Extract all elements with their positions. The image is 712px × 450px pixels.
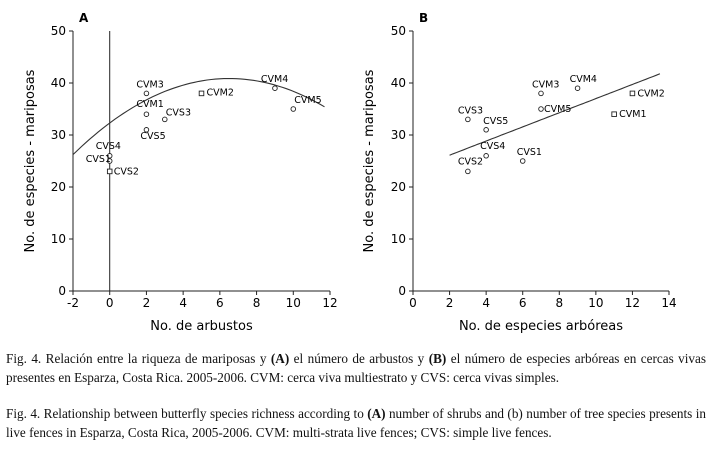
x-tick-label: -2	[67, 296, 79, 310]
data-point-circle	[162, 116, 168, 123]
data-point-circle	[143, 127, 150, 133]
data-point-label: CVS4	[96, 141, 121, 152]
y-tick-label: 40	[391, 76, 406, 90]
data-point-square	[106, 168, 113, 175]
data-point-label: CVM3	[532, 79, 559, 90]
y-tick-label: 20	[391, 180, 406, 194]
x-axis-label: No. de especies arbóreas	[459, 319, 623, 334]
y-tick-label: 30	[51, 128, 66, 142]
x-tick-label: 14	[661, 296, 676, 310]
data-point-square	[629, 90, 636, 97]
y-tick-label: 40	[51, 76, 66, 90]
caption-es-part2: el número de arbustos y	[289, 351, 429, 366]
x-tick-label: 12	[322, 296, 337, 310]
x-tick-label: 12	[625, 296, 640, 310]
data-point-label: CVM2	[637, 88, 664, 99]
x-axis-label: No. de arbustos	[150, 319, 253, 334]
data-point-circle	[106, 153, 113, 159]
y-tick-label: 0	[58, 284, 66, 298]
data-point-label: CVM2	[207, 87, 234, 98]
data-point-label: CVS2	[114, 166, 139, 177]
y-tick-label: 10	[51, 232, 66, 246]
y-tick-label: 0	[398, 284, 406, 298]
data-point-square	[611, 111, 617, 117]
x-tick-label: 2	[446, 296, 454, 310]
x-tick-label: 10	[286, 296, 301, 310]
data-point-circle	[465, 168, 471, 175]
x-tick-label: 8	[253, 296, 261, 310]
data-point-label: CVS3	[458, 105, 483, 116]
data-point-label: CVM5	[544, 104, 571, 115]
x-tick-label: 4	[482, 296, 490, 310]
data-point-square	[198, 90, 205, 97]
data-point-circle	[538, 90, 544, 97]
caption-en-part1: Fig. 4. Relationship between butterfly s…	[6, 406, 368, 421]
data-point-label: CVM3	[136, 79, 163, 90]
data-point-label: CVS2	[458, 156, 483, 167]
trend-line	[72, 77, 325, 155]
y-axis-label: No. de especies - mariposas	[23, 69, 38, 252]
caption-en-part2: number of shrubs and (b) number of tree …	[6, 406, 706, 440]
caption-es-part1: Fig. 4. Relación entre la riqueza de mar…	[6, 351, 271, 366]
data-point-label: CVS5	[483, 116, 508, 127]
x-tick-label: 10	[588, 296, 603, 310]
data-point-label: CVS1	[86, 154, 111, 165]
data-point-label: CVS1	[517, 147, 542, 158]
x-tick-label: 2	[143, 296, 151, 310]
y-tick-label: 50	[51, 24, 66, 38]
caption-en-bold-a: (A)	[367, 406, 386, 421]
caption-es-bold-b: (B)	[428, 351, 447, 366]
x-tick-label: 6	[216, 296, 224, 310]
data-point-circle	[483, 127, 489, 133]
trend-line	[449, 73, 661, 156]
caption-english: Fig. 4. Relationship between butterfly s…	[6, 405, 706, 442]
data-point-label: CVS3	[166, 107, 191, 118]
data-point-label: CVM1	[619, 109, 646, 120]
data-point-circle	[465, 116, 471, 123]
data-point-circle	[519, 158, 526, 164]
data-point-label: CVM1	[136, 99, 163, 110]
y-axis-label: No. de especies - mariposas	[362, 69, 377, 252]
x-tick-label: 0	[409, 296, 417, 310]
y-tick-label: 50	[391, 24, 406, 38]
y-tick-label: 20	[51, 180, 66, 194]
caption-es-bold-a: (A)	[270, 351, 290, 366]
y-tick-label: 30	[391, 128, 406, 142]
data-point-circle	[143, 111, 150, 117]
data-point-circle	[143, 90, 150, 97]
data-point-circle	[106, 158, 113, 164]
y-tick-label: 10	[391, 232, 406, 246]
x-tick-label: 8	[555, 296, 563, 310]
caption-es-part3: el número de especies arbóreas en cercas…	[6, 351, 707, 385]
data-point-label: CVS5	[140, 131, 165, 142]
panel-letter: A	[79, 11, 89, 25]
data-point-circle	[483, 153, 489, 159]
data-point-circle	[272, 85, 278, 91]
x-tick-label: 6	[519, 296, 527, 310]
panel-letter: B	[419, 11, 428, 25]
data-point-label: CVM4	[261, 74, 288, 85]
data-point-circle	[574, 85, 581, 91]
panel-b-chart: B 0 10 20 30 40 50 0 2 4 6 8 10 12 14 No. de especies a…	[362, 11, 677, 334]
caption-spanish: Fig. 4. Relación entre la riqueza de mar…	[6, 350, 706, 387]
x-tick-label: 0	[106, 296, 114, 310]
data-point-label: CVS4	[480, 141, 505, 152]
data-point-label: CVM5	[294, 95, 321, 106]
data-point-circle	[538, 106, 544, 112]
data-point-circle	[290, 106, 297, 112]
data-point-label: CVM4	[570, 74, 597, 85]
x-tick-label: 4	[179, 296, 187, 310]
